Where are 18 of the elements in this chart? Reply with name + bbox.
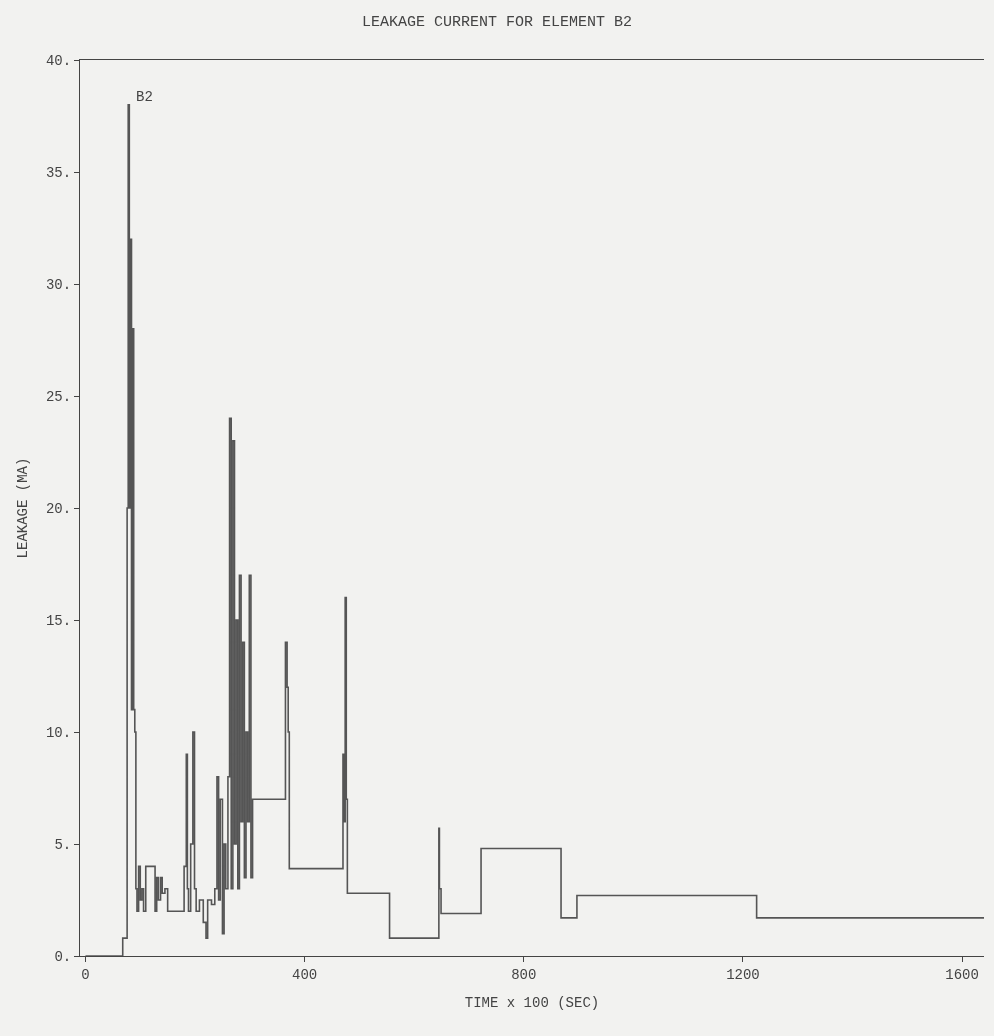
y-tick-label: 25. <box>45 388 72 405</box>
y-tick-label: 40. <box>45 52 72 69</box>
x-tick-label: 0 <box>81 966 90 983</box>
y-tick-label: 20. <box>45 500 72 517</box>
y-tick-label: 30. <box>45 276 72 293</box>
chart-title: LEAKAGE CURRENT FOR ELEMENT B2 <box>361 14 633 32</box>
y-tick-label: 15. <box>45 612 72 629</box>
y-tick-label: 0. <box>54 948 72 965</box>
y-tick-label: 10. <box>45 724 72 741</box>
y-tick-label: 35. <box>45 164 72 181</box>
x-tick-label: 1200 <box>726 966 760 983</box>
x-tick-label: 800 <box>511 966 537 983</box>
x-axis-title: TIME x 100 (SEC) <box>464 995 600 1012</box>
x-tick-label: 1600 <box>945 966 979 983</box>
annotation: B2 <box>136 89 153 105</box>
y-axis-title: LEAKAGE (MA) <box>14 457 31 559</box>
x-tick-label: 400 <box>292 966 318 983</box>
y-tick-label: 5. <box>54 836 72 853</box>
